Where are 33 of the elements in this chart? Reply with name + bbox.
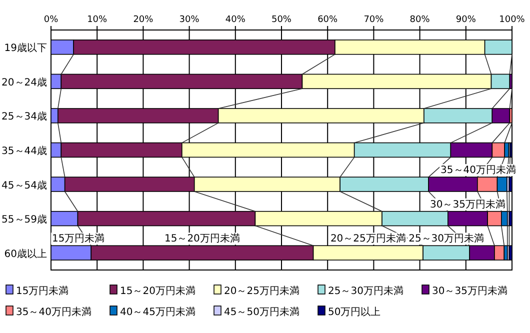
x-tick-label: 10% (87, 15, 108, 25)
y-tick-label: 25～34歳 (2, 110, 47, 123)
x-tick-label: 70% (364, 15, 384, 25)
x-tick-label: 80% (410, 15, 430, 25)
x-tick-label: 20% (133, 15, 154, 25)
y-tick-label: 60歳以上 (4, 248, 47, 260)
x-tick-label: 30% (179, 15, 200, 25)
y-tick-label: 45～54歳 (2, 179, 47, 192)
y-tick-label: 20～24歳 (2, 76, 47, 88)
annotation: 35～40万円未満 (440, 164, 516, 176)
legend-label: 15～20万円未満 (120, 285, 196, 297)
legend-label: 50万円以上 (328, 306, 381, 318)
x-tick-label: 100% (499, 15, 526, 25)
y-tick-label: 55～59歳 (2, 214, 47, 226)
legend-label: 25～30万円未満 (328, 285, 404, 297)
annotation: 30～35万円未満 (430, 198, 506, 210)
legend-label: 35～40万円未満 (16, 306, 92, 318)
legend-label: 20～25万円未満 (224, 285, 300, 297)
x-tick-label: 0% (44, 15, 59, 25)
legend-label: 30～35万円未満 (432, 285, 508, 297)
annotation: 20～25万円未満 (330, 232, 406, 245)
annotation: 15～20万円未満 (164, 232, 240, 245)
y-tick-label: 35～44歳 (2, 145, 47, 157)
x-tick-label: 60% (318, 15, 338, 25)
x-tick-label: 50% (271, 15, 292, 25)
annotation: 25～30万円未満 (408, 232, 484, 245)
legend-label: 45～50万円未満 (224, 306, 300, 318)
y-tick-label: 19歳以下 (4, 42, 47, 54)
legend-label: 15万円未満 (16, 285, 69, 297)
x-tick-label: 40% (225, 15, 246, 25)
annotation: 15万円未満 (52, 232, 105, 245)
x-tick-label: 90% (456, 15, 476, 25)
legend-label: 40～45万円未満 (120, 306, 196, 318)
